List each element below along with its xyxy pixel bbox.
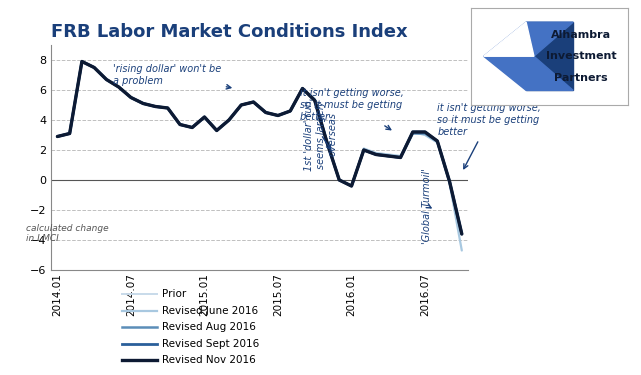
Text: Revised Nov 2016: Revised Nov 2016 xyxy=(162,356,256,365)
Text: it isn't getting worse,
so it must be getting
better: it isn't getting worse, so it must be ge… xyxy=(437,104,541,169)
Text: Prior: Prior xyxy=(162,290,187,299)
Polygon shape xyxy=(484,22,534,56)
Text: 'rising dollar' won't be
a problem: 'rising dollar' won't be a problem xyxy=(113,64,231,89)
Polygon shape xyxy=(484,22,573,90)
Text: 1st 'dollar' run,
seems largely
overseas: 1st 'dollar' run, seems largely overseas xyxy=(304,98,337,171)
Text: Alhambra: Alhambra xyxy=(551,30,611,40)
Text: Revised Sept 2016: Revised Sept 2016 xyxy=(162,339,260,349)
Text: Investment: Investment xyxy=(545,51,617,61)
Text: calculated change
in LMCI: calculated change in LMCI xyxy=(26,224,109,243)
Text: Partners: Partners xyxy=(554,73,608,83)
Text: FRB Labor Market Conditions Index: FRB Labor Market Conditions Index xyxy=(51,22,408,40)
Text: Revised Aug 2016: Revised Aug 2016 xyxy=(162,322,256,332)
Text: 'Global Turmoil': 'Global Turmoil' xyxy=(422,168,433,244)
Text: it isn't getting worse,
so it must be getting
better: it isn't getting worse, so it must be ge… xyxy=(300,88,404,130)
Polygon shape xyxy=(526,22,573,90)
Text: Revised June 2016: Revised June 2016 xyxy=(162,306,258,316)
